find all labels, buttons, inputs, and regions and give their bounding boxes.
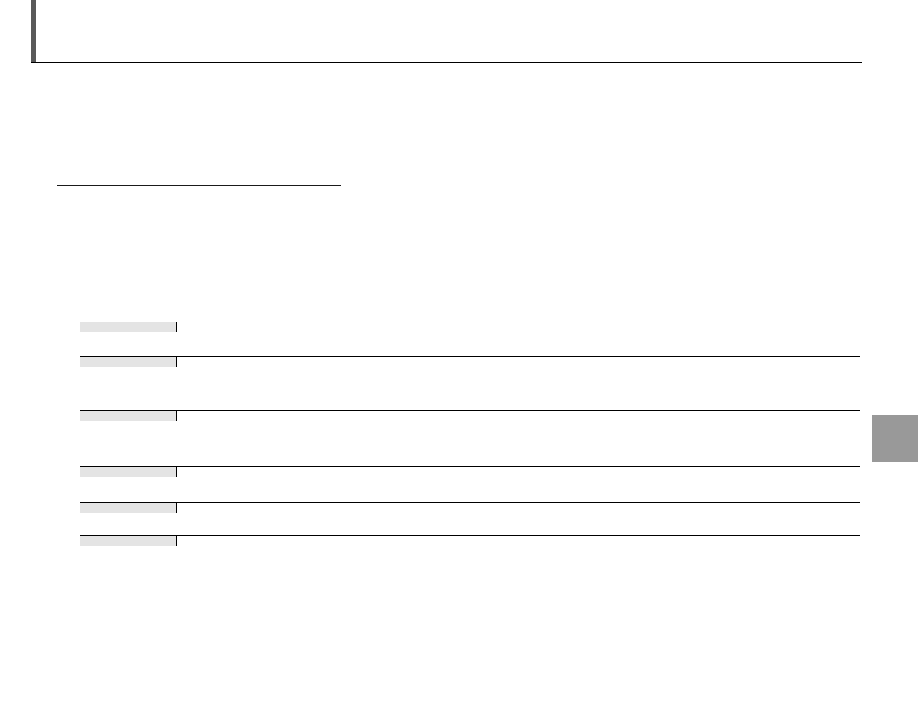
header-title (46, 10, 856, 54)
table-row (80, 536, 860, 627)
table-cell-label (80, 357, 177, 367)
table-row (80, 411, 860, 467)
table-cell-value (177, 357, 860, 367)
table-cell-label (80, 536, 177, 546)
table-row (80, 322, 860, 357)
table-cell-value (177, 411, 860, 421)
definition-table (80, 322, 860, 627)
header-divider-rule (31, 62, 862, 63)
table-cell-value (177, 536, 860, 546)
table-cell-value (177, 467, 860, 477)
table-cell-label (80, 503, 177, 513)
table-row (80, 503, 860, 536)
table-row (80, 467, 860, 503)
margin-thumb-tab[interactable] (872, 415, 918, 462)
table-cell-label (80, 411, 177, 421)
header-marker-bar (31, 0, 36, 63)
table-cell-value (177, 503, 860, 513)
table-row (80, 357, 860, 411)
table-cell-label (80, 467, 177, 477)
section-heading-underline (57, 185, 341, 186)
page-header (0, 0, 918, 70)
table-cell-label (80, 322, 177, 332)
table-cell-value (177, 322, 860, 332)
